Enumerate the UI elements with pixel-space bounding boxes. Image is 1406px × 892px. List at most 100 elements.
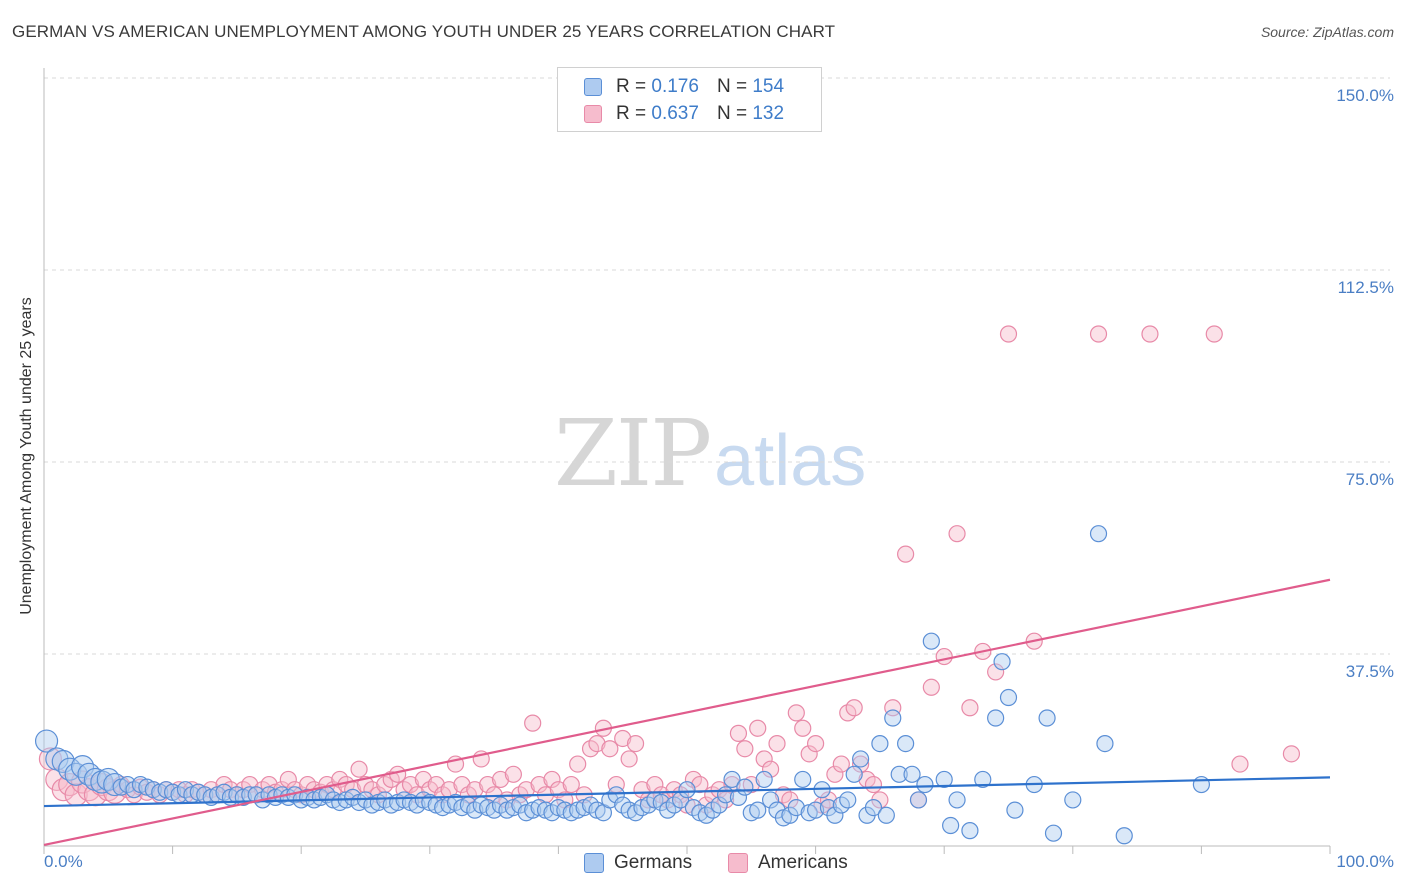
chart-title: GERMAN VS AMERICAN UNEMPLOYMENT AMONG YO…	[12, 22, 836, 41]
legend-row-germans: R = 0.176 N = 154	[584, 75, 784, 99]
americans-point	[401, 775, 420, 794]
axes	[43, 68, 1331, 854]
americans-swatch	[584, 105, 602, 123]
americans-point	[691, 775, 709, 794]
germans-point	[64, 762, 88, 786]
americans-legend-swatch	[728, 853, 748, 873]
americans-point	[1231, 755, 1249, 773]
germans-point	[839, 791, 857, 809]
grid-lines	[44, 77, 1390, 655]
germans-point	[794, 770, 812, 789]
germans-point	[34, 729, 59, 753]
source-label: Source: ZipAtlas.com	[1260, 24, 1394, 40]
americans-point	[948, 525, 966, 543]
germans-point	[1038, 709, 1056, 727]
americans-legend-label: Americans	[758, 852, 848, 873]
americans-point	[530, 775, 548, 794]
americans-point	[749, 719, 767, 737]
y-tick-label: 150.0%	[1336, 86, 1394, 105]
americans-point	[1141, 325, 1159, 343]
americans-point	[543, 770, 561, 789]
germans-point	[845, 765, 863, 783]
americans-point	[864, 775, 883, 794]
germans-point	[1089, 525, 1108, 543]
germans-r-value: 0.176	[651, 76, 699, 97]
germans-point	[607, 786, 625, 804]
americans-point	[794, 719, 812, 737]
americans-point	[517, 781, 535, 799]
americans-point	[491, 770, 510, 789]
x-tick-label: 0.0%	[44, 852, 83, 871]
americans-point	[562, 775, 580, 794]
americans-point	[761, 760, 780, 778]
germans-point	[877, 806, 895, 824]
watermark: ZIPatlas	[554, 400, 866, 507]
americans-point	[614, 729, 632, 748]
bottom-legend-germans[interactable]: Germans	[584, 852, 692, 874]
germans-point	[884, 709, 902, 727]
bottom-legend-americans[interactable]: Americans	[728, 852, 848, 874]
germans-point	[749, 801, 767, 819]
germans-point	[678, 781, 696, 799]
germans-point	[1096, 734, 1114, 753]
germans-point	[729, 788, 748, 806]
americans-point	[729, 724, 748, 742]
germans-n-label: N =	[716, 76, 748, 97]
y-tick-label: 37.5%	[1345, 662, 1394, 681]
germans-point	[935, 770, 953, 789]
germans-point	[761, 791, 780, 809]
americans-point	[800, 745, 818, 763]
germans-point	[993, 653, 1011, 671]
americans-point	[832, 755, 850, 773]
americans-point	[350, 760, 368, 778]
germans-point	[961, 822, 979, 840]
americans-point	[626, 734, 645, 753]
americans-point	[601, 740, 619, 758]
legend-row-americans: R = 0.637 N = 132	[584, 102, 784, 126]
americans-point	[479, 775, 497, 794]
germans-point	[1064, 791, 1082, 809]
germans-point	[51, 749, 75, 774]
americans-point	[1282, 745, 1301, 763]
americans-point	[987, 663, 1005, 681]
americans-point	[569, 755, 587, 773]
germans-point	[723, 770, 741, 789]
germans-point	[852, 750, 870, 768]
watermark-zip: ZIP	[554, 400, 712, 507]
americans-point	[826, 765, 844, 783]
germans-point	[922, 632, 940, 650]
germans-point	[948, 791, 966, 809]
germans-point	[826, 806, 844, 824]
germans-r-label: R =	[616, 76, 647, 97]
americans-point	[768, 734, 786, 753]
germans-swatch	[584, 78, 602, 96]
germans-point	[897, 734, 915, 753]
germans-point	[890, 765, 908, 783]
germans-point	[909, 791, 928, 809]
americans-point	[620, 750, 638, 768]
americans-point	[755, 750, 773, 768]
americans-point	[524, 714, 542, 732]
americans-point	[453, 775, 471, 794]
x-tick-label: 100.0%	[1336, 852, 1394, 871]
germans-point	[974, 770, 992, 789]
americans-point	[389, 765, 407, 783]
germans-n-value: 154	[752, 76, 785, 97]
y-tick-label: 112.5%	[1337, 278, 1394, 297]
germans-point	[903, 765, 921, 783]
americans-point	[884, 699, 902, 717]
americans-point	[466, 781, 484, 799]
americans-point	[852, 755, 870, 773]
americans-point	[1089, 325, 1108, 343]
americans-point	[845, 699, 863, 717]
americans-trend-line	[43, 578, 1331, 847]
germans-point	[806, 801, 825, 819]
americans-point	[279, 770, 297, 789]
americans-n-value: 132	[752, 103, 785, 124]
americans-point	[897, 545, 915, 563]
americans-r-value: 0.637	[651, 103, 699, 124]
americans-point	[414, 770, 432, 789]
germans-points	[34, 525, 1211, 845]
americans-point	[922, 678, 940, 696]
americans-point	[999, 325, 1018, 343]
